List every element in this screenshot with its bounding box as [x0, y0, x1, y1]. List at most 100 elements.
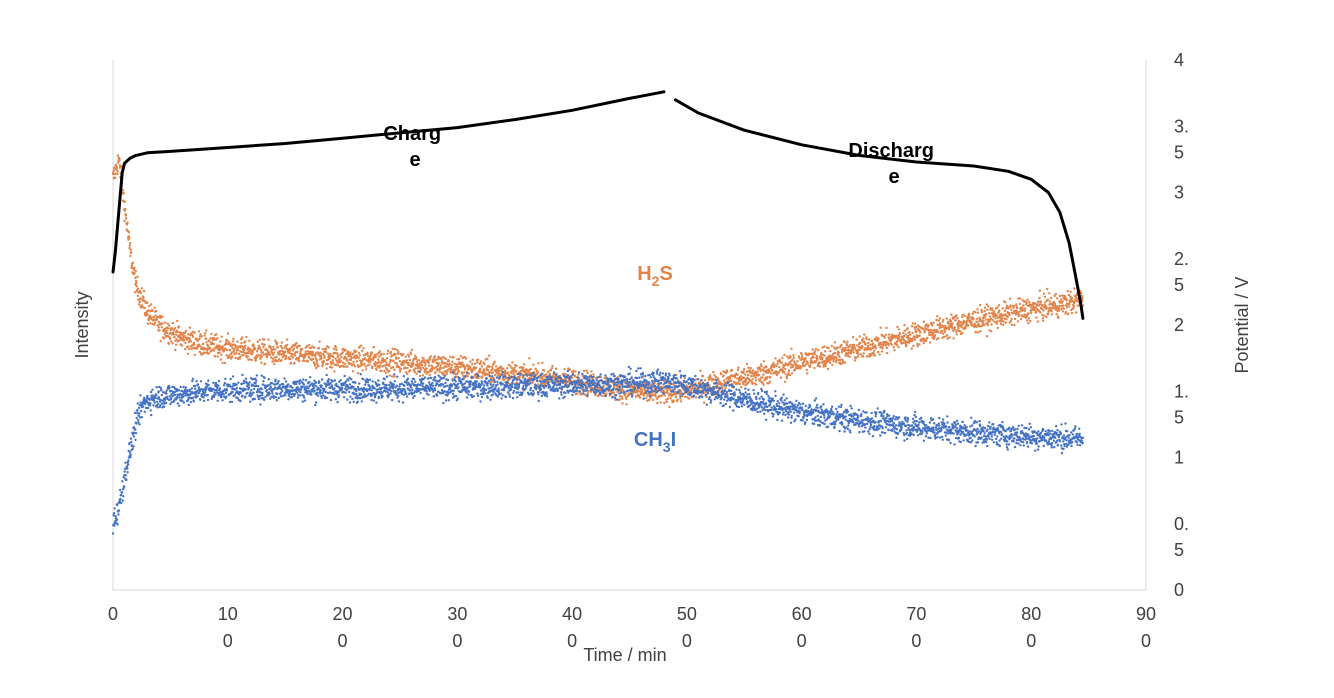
data-point [177, 325, 181, 328]
data-point [552, 371, 556, 374]
data-point [528, 357, 531, 360]
data-point [314, 355, 317, 358]
data-point [497, 372, 500, 375]
data-point [996, 320, 999, 323]
data-point [952, 337, 955, 340]
data-point [605, 392, 608, 396]
data-point [687, 397, 691, 400]
data-point [369, 358, 373, 361]
data-point [374, 355, 377, 359]
data-point [370, 398, 373, 402]
data-point [955, 333, 958, 336]
data-point [268, 392, 271, 395]
data-point [376, 358, 380, 361]
data-point [737, 366, 740, 369]
data-point [489, 383, 492, 386]
data-point [422, 358, 426, 361]
data-point [406, 377, 410, 380]
data-point [307, 387, 310, 390]
data-point [260, 387, 263, 391]
data-point [780, 361, 784, 364]
data-point [452, 389, 455, 392]
data-point [224, 391, 228, 395]
data-point [159, 404, 162, 407]
data-point [390, 398, 394, 402]
data-point [289, 358, 292, 361]
data-point [851, 348, 855, 352]
data-point [488, 365, 491, 368]
data-point [121, 480, 124, 483]
data-point [517, 391, 520, 394]
data-point [124, 214, 128, 217]
data-point [322, 360, 326, 363]
data-point [393, 368, 396, 371]
data-point [560, 391, 563, 394]
data-point [191, 377, 195, 380]
data-point [725, 370, 729, 373]
data-point [984, 313, 988, 316]
data-point [824, 350, 827, 353]
data-point [529, 368, 532, 371]
data-point [372, 345, 375, 349]
data-point [512, 389, 516, 393]
data-point [811, 348, 815, 351]
data-point [244, 340, 247, 343]
data-point [405, 370, 408, 374]
data-point [541, 361, 544, 364]
data-point [528, 378, 531, 381]
data-point [237, 352, 241, 356]
data-point [739, 375, 742, 378]
data-point [1073, 300, 1076, 304]
data-point [471, 362, 474, 366]
data-point [413, 370, 417, 374]
data-point [438, 370, 441, 373]
data-point [662, 389, 665, 392]
data-point [515, 364, 518, 368]
data-point [407, 361, 410, 365]
data-point [922, 341, 925, 345]
data-point [287, 383, 290, 386]
data-point [419, 391, 422, 395]
data-point [131, 447, 134, 450]
data-point [1080, 294, 1084, 298]
data-point [563, 368, 566, 371]
data-point [355, 389, 358, 393]
data-point [136, 411, 139, 415]
data-point [689, 389, 692, 392]
data-point [786, 355, 789, 358]
data-point [878, 353, 881, 356]
data-point [182, 338, 186, 341]
data-point [116, 172, 119, 176]
data-point [188, 326, 191, 329]
data-point [502, 378, 506, 382]
data-point [274, 339, 277, 342]
data-point [431, 382, 434, 385]
data-point [987, 305, 990, 308]
data-point [236, 340, 239, 343]
data-point [679, 400, 683, 403]
data-point [290, 354, 293, 357]
data-point [1025, 301, 1028, 304]
data-point [275, 399, 278, 402]
data-point [406, 353, 410, 356]
data-point [1061, 294, 1064, 297]
data-point [501, 394, 504, 397]
data-point [231, 375, 235, 378]
data-point [546, 370, 550, 374]
data-point [803, 360, 806, 364]
data-point [666, 389, 669, 392]
data-point [216, 386, 219, 390]
data-point [368, 388, 371, 392]
data-point [537, 362, 540, 365]
data-point [469, 360, 472, 363]
data-point [378, 350, 381, 353]
data-point [384, 358, 387, 362]
data-point [117, 513, 120, 516]
data-point [1005, 318, 1008, 321]
data-point [284, 380, 288, 383]
data-point [751, 382, 754, 385]
data-point [138, 423, 141, 426]
data-point [464, 365, 467, 369]
data-point [190, 347, 193, 350]
data-point [701, 374, 705, 378]
